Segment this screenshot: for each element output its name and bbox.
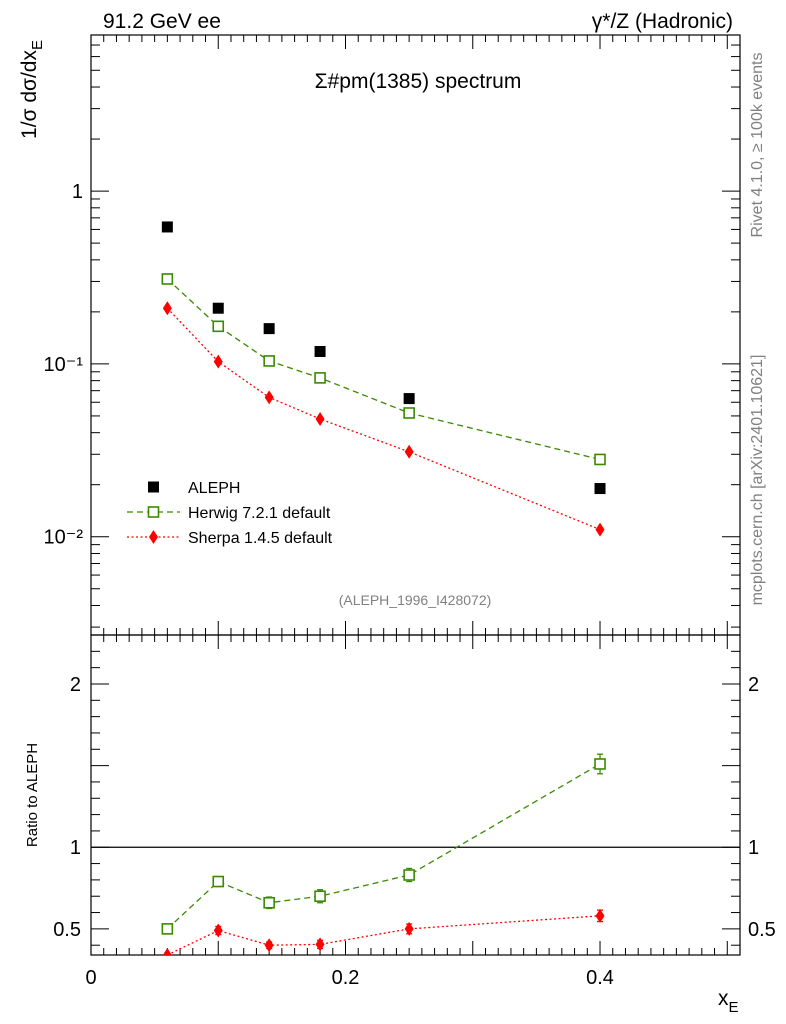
y-tick-label: 1: [72, 181, 83, 203]
legend-label-aleph: ALEPH: [188, 480, 240, 497]
main-y-axis-title: 1/σ dσ/dxE: [18, 40, 46, 139]
legend: ALEPH Herwig 7.2.1 default Sherpa 1.4.5 de…: [127, 480, 333, 547]
ratio-point-sherpa-1-4-5-default: [213, 923, 223, 938]
series-line-herwig-7-2-1-default: [166, 278, 601, 461]
chart-title: Σ#pm(1385) spectrum: [315, 70, 522, 93]
ratio-point-sherpa-1-4-5-default: [264, 938, 274, 953]
ratio-panel: 0.5 0.5 1 1 2 2 0 0.2 0.4 Ratio to ALEPH xE: [24, 634, 776, 1016]
y-tick-label: 1: [70, 837, 81, 859]
data-point-herwig-7-2-1-default: [403, 407, 415, 419]
source-label: mcplots.cern.ch [arXiv:2401.10621]: [749, 355, 766, 606]
ratio-y-axis-label: Ratio to ALEPH: [24, 743, 41, 847]
ratio-point-sherpa-1-4-5-default: [404, 921, 414, 936]
legend-marker-herwig-7-2-1-default: [147, 506, 160, 518]
main-y-axis-label: 1/σ dσ/dxE: [18, 40, 46, 139]
data-point-herwig-7-2-1-default: [314, 372, 326, 384]
data-point-sherpa-1-4-5-default: [315, 411, 325, 426]
ratio-point-sherpa-1-4-5-default: [162, 948, 172, 955]
x-axis-label: xE: [718, 987, 739, 1016]
legend-label-sherpa-1-4-5-default: Sherpa 1.4.5 default: [188, 530, 333, 547]
ratio-point-herwig-7-2-1-default: [403, 869, 415, 881]
rivet-label: Rivet 4.1.0, ≥ 100k events: [749, 53, 766, 238]
ratio-point-sherpa-1-4-5-default: [595, 908, 605, 923]
legend-marker-aleph: [148, 481, 159, 493]
header-right: γ*/Z (Hadronic): [592, 10, 733, 33]
data-point-sherpa-1-4-5-default: [595, 522, 605, 537]
y-tick-label: 1: [748, 837, 759, 859]
y-tick-label: 0.5: [748, 919, 776, 941]
data-point-sherpa-1-4-5-default: [404, 444, 414, 459]
data-point-aleph: [212, 302, 224, 314]
data-point-aleph: [594, 483, 606, 495]
data-point-herwig-7-2-1-default: [594, 453, 606, 466]
ratio-frame: [90, 634, 741, 956]
x-tick-label: 0: [85, 967, 96, 989]
legend-label-herwig-7-2-1-default: Herwig 7.2.1 default: [188, 505, 331, 522]
x-tick-label: 0.4: [586, 967, 614, 989]
data-point-sherpa-1-4-5-default: [264, 390, 274, 405]
y-tick-label: 2: [70, 674, 81, 696]
main-y-axis-title-sub: E: [29, 40, 46, 50]
ratio-point-herwig-7-2-1-default: [263, 896, 275, 909]
ratio-point-herwig-7-2-1-default: [594, 758, 606, 770]
ratio-ticks: [90, 634, 740, 955]
x-axis-title-sub: E: [729, 999, 739, 1016]
data-point-herwig-7-2-1-default: [263, 355, 275, 367]
series-line-sherpa-1-4-5-default: [166, 307, 601, 531]
y-tick-label: 0.5: [53, 919, 81, 941]
legend-marker-sherpa-1-4-5-default: [149, 530, 158, 544]
ratio-y-tick-labels: 0.5 0.5 1 1 2 2: [53, 674, 776, 941]
header-left: 91.2 GeV ee: [103, 10, 221, 33]
ratio-point-sherpa-1-4-5-default: [315, 937, 325, 952]
data-point-sherpa-1-4-5-default: [162, 301, 172, 316]
main-panel: 1 10⁻¹ 10⁻² Σ#pm(1385) spectrum (ALEPH_199…: [18, 34, 741, 636]
data-point-aleph: [403, 393, 415, 405]
x-tick-label: 0.2: [332, 967, 360, 989]
main-series: [161, 221, 606, 537]
ratio-series: [91, 753, 740, 955]
data-point-herwig-7-2-1-default: [212, 320, 225, 333]
x-tick-labels: 0 0.2 0.4: [85, 967, 613, 989]
data-point-sherpa-1-4-5-default: [213, 354, 223, 369]
x-axis-title: xE: [718, 987, 739, 1016]
ratio-line-herwig-7-2-1-default: [166, 763, 601, 930]
y-tick-label: 2: [748, 674, 759, 696]
data-point-herwig-7-2-1-default: [161, 273, 174, 285]
data-point-aleph: [314, 345, 326, 357]
ratio-point-herwig-7-2-1-default: [314, 890, 326, 903]
watermark: (ALEPH_1996_I428072): [339, 592, 492, 608]
ratio-point-herwig-7-2-1-default: [212, 875, 225, 888]
y-tick-label: 10⁻¹: [44, 354, 84, 376]
data-point-aleph: [263, 323, 275, 335]
ratio-point-herwig-7-2-1-default: [161, 923, 174, 935]
y-tick-label: 10⁻²: [44, 527, 84, 549]
data-point-aleph: [161, 221, 173, 233]
main-ticks: [90, 34, 740, 635]
main-y-tick-labels: 1 10⁻¹ 10⁻²: [44, 181, 84, 549]
